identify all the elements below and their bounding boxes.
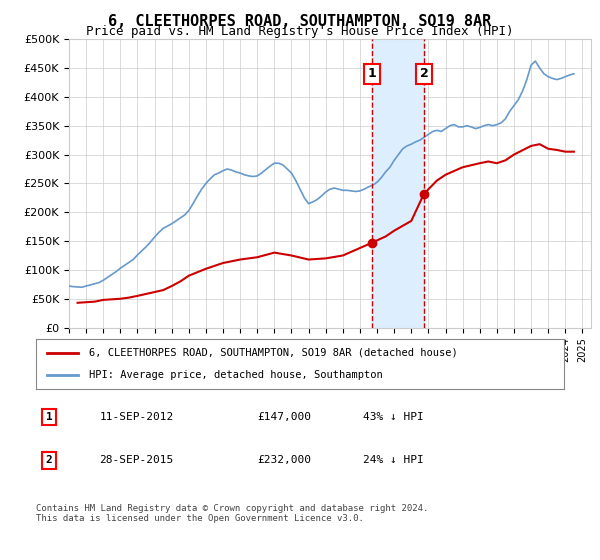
Text: 1: 1 <box>367 67 376 80</box>
Text: £232,000: £232,000 <box>258 455 312 465</box>
Text: 28-SEP-2015: 28-SEP-2015 <box>100 455 173 465</box>
Text: 24% ↓ HPI: 24% ↓ HPI <box>364 455 424 465</box>
Text: £147,000: £147,000 <box>258 412 312 422</box>
Text: Contains HM Land Registry data © Crown copyright and database right 2024.
This d: Contains HM Land Registry data © Crown c… <box>36 504 428 524</box>
Text: 43% ↓ HPI: 43% ↓ HPI <box>364 412 424 422</box>
Text: Price paid vs. HM Land Registry's House Price Index (HPI): Price paid vs. HM Land Registry's House … <box>86 25 514 38</box>
Text: 1: 1 <box>46 412 53 422</box>
Text: 6, CLEETHORPES ROAD, SOUTHAMPTON, SO19 8AR: 6, CLEETHORPES ROAD, SOUTHAMPTON, SO19 8… <box>109 14 491 29</box>
Text: HPI: Average price, detached house, Southampton: HPI: Average price, detached house, Sout… <box>89 370 383 380</box>
Text: 2: 2 <box>419 67 428 80</box>
Text: 2: 2 <box>46 455 53 465</box>
Text: 6, CLEETHORPES ROAD, SOUTHAMPTON, SO19 8AR (detached house): 6, CLEETHORPES ROAD, SOUTHAMPTON, SO19 8… <box>89 348 458 358</box>
Bar <box>372 39 424 328</box>
Text: 11-SEP-2012: 11-SEP-2012 <box>100 412 173 422</box>
